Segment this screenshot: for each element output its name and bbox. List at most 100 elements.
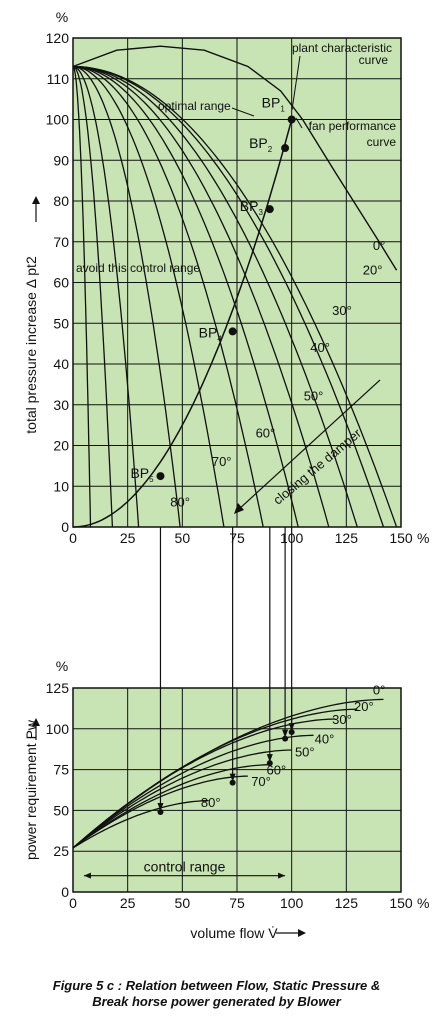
power-operating-point [282, 735, 289, 742]
pressure-angle-label: 0° [373, 238, 385, 253]
fan-inner-curve [72, 65, 140, 528]
power-x-tick-label: 150 [389, 895, 413, 911]
power-angle-label: 20° [354, 699, 374, 714]
power-y-axis-label: power requirement Pw [23, 719, 39, 860]
bp-main: BP [240, 198, 259, 214]
plant-curve-label: curve [359, 53, 389, 67]
flow-connector-arrowhead-inner [157, 803, 164, 812]
pressure-y-axis-label: total pressure increase Δ pt2 [23, 256, 39, 434]
fan-curve-label: curve [367, 135, 397, 149]
power-y-axis-arrowhead [32, 718, 40, 726]
pressure-y-tick-label: 70 [53, 234, 69, 250]
fan-inner-curve [72, 65, 92, 528]
power-operating-point [288, 729, 295, 736]
bp-sub: 4 [217, 334, 222, 343]
power-angle-label: 0° [373, 683, 385, 698]
fan-angle-curve [72, 65, 225, 528]
pressure-angle-label: 40° [310, 340, 330, 355]
power-angle-label: 40° [315, 731, 335, 746]
fan-inner-curve [72, 65, 114, 528]
fan-angle-curve [72, 65, 398, 528]
figure-caption-line-2: Break horse power generated by Blower [92, 994, 341, 1009]
operating-point-bp2 [281, 144, 290, 153]
power-angle-curve [72, 734, 314, 849]
plant-curve-leader [291, 55, 301, 111]
power-angle-curve [72, 749, 292, 849]
figure-caption-line-1: Figure 5 c : Relation between Flow, Stat… [52, 978, 381, 993]
pressure-x-tick-label: 150 [389, 530, 413, 546]
power-y-tick-label: 25 [53, 843, 69, 859]
fan-envelope-curve [72, 45, 398, 271]
fan-curve-label: fan performance [309, 119, 397, 133]
operating-point-bp1 [287, 115, 296, 124]
pressure-angle-label: 30° [332, 303, 352, 318]
operating-point-label: BP1 [262, 95, 286, 114]
plant-characteristic-curve [72, 119, 293, 528]
power-x-axis-label: volume flow V̇ [190, 925, 278, 941]
power-angle-curve [72, 718, 336, 849]
fan-angle-curve [72, 65, 385, 528]
damper-arrow-line [237, 379, 381, 511]
power-angle-label: 50° [295, 745, 315, 760]
pressure-angle-label: 50° [304, 389, 324, 404]
power-chart: 0 25 50 75 100 125 150 % 0 25 50 75 100 125% power req… [23, 658, 429, 941]
pressure-y-tick-label: 60 [53, 275, 69, 291]
power-x-tick-label: 75 [229, 895, 245, 911]
pressure-angle-label: 70° [212, 454, 232, 469]
pressure-x-tick-label: 75 [229, 530, 245, 546]
power-angle-curve [72, 799, 209, 849]
optimal-range-label: optimal range [158, 99, 231, 113]
operating-point-bp3 [265, 205, 274, 214]
power-y-unit: % [56, 658, 68, 674]
power-y-tick-label: 0 [61, 884, 69, 900]
control-range-label: control range [144, 859, 226, 875]
pressure-x-unit: % [417, 530, 429, 546]
fan-angle-curve [72, 65, 299, 528]
pressure-angle-label: 60° [256, 425, 276, 440]
operating-point-bp4 [228, 327, 237, 336]
pressure-y-tick-label: 120 [46, 30, 70, 46]
fan-angle-curve [72, 65, 358, 528]
bp-main: BP [262, 95, 281, 111]
flow-connector-arrowhead-inner [266, 754, 273, 763]
power-y-tick-label: 50 [53, 802, 69, 818]
optimal-range-leader [231, 107, 255, 117]
operating-point-label: BP4 [199, 324, 223, 343]
fan-angle-curve [72, 65, 264, 528]
power-y-tick-label: 100 [46, 721, 70, 737]
pressure-y-tick-label: 50 [53, 315, 69, 331]
power-angle-curve [72, 775, 248, 849]
bp-main: BP [249, 135, 268, 151]
pressure-y-tick-label: 40 [53, 356, 69, 372]
power-x-axis-arrowhead [298, 929, 306, 937]
operating-point-bp5 [156, 472, 165, 481]
control-range-arrow-left [83, 872, 91, 879]
bp-sub: 1 [280, 105, 285, 114]
pressure-y-tick-label: 0 [61, 519, 69, 535]
pressure-y-tick-label: 100 [46, 112, 70, 128]
power-x-tick-label: 100 [280, 895, 304, 911]
bp-main: BP [130, 465, 149, 481]
power-x-tick-label: 0 [69, 895, 77, 911]
bp-sub: 2 [268, 145, 273, 154]
power-angle-label: 80° [201, 795, 221, 810]
pressure-x-tick-label: 25 [120, 530, 136, 546]
pressure-x-tick-label: 125 [335, 530, 359, 546]
fan-angle-curve [72, 65, 181, 528]
damper-arrowhead [234, 503, 244, 514]
fan-angle-curve [72, 65, 330, 528]
bp-sub: 3 [258, 208, 263, 217]
power-x-tick-label: 25 [120, 895, 136, 911]
operating-point-label: BP5 [130, 465, 154, 484]
operating-point-label: BP3 [240, 198, 264, 217]
power-y-tick-label: 75 [53, 762, 69, 778]
pressure-x-tick-label: 50 [175, 530, 191, 546]
power-operating-point [229, 779, 236, 786]
pressure-chart: 0 25 50 75 100 125 150 %01020304050607080901001… [23, 9, 429, 546]
power-y-tick-label: 125 [46, 680, 70, 696]
pressure-y-axis-arrowhead [32, 196, 40, 204]
pressure-x-tick-label: 0 [69, 530, 77, 546]
pressure-y-tick-label: 90 [53, 152, 69, 168]
flow-connector-arrowhead-inner [282, 729, 289, 738]
